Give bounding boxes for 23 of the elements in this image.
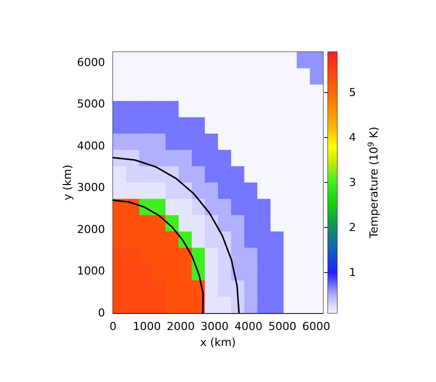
line-series — [112, 200, 204, 314]
color-bar-label: 5 — [349, 86, 356, 99]
y-tick-label: 0 — [98, 306, 105, 320]
x-tick-label: 4000 — [234, 320, 262, 333]
y-tick-label: 4000 — [77, 139, 105, 152]
y-tick-label: 2000 — [77, 222, 105, 236]
x-tick-label: 1000 — [132, 320, 161, 333]
x-axis-title: x (km) — [200, 336, 236, 349]
y-axis-title: y (km) — [61, 164, 74, 200]
x-tick-label: 5000 — [268, 320, 296, 333]
x-tick-label: 6000 — [302, 320, 330, 333]
color-bar-label: 3 — [349, 176, 356, 189]
y-tick-label: 3000 — [77, 181, 105, 194]
y-tick-label: 6000 — [77, 56, 105, 69]
y-tick-label: 1000 — [77, 264, 105, 278]
y-tick-label: 5000 — [77, 98, 105, 111]
color-bar-label: 4 — [349, 131, 356, 144]
x-tick-label: 2000 — [166, 320, 195, 333]
x-tick-label: 3000 — [200, 320, 229, 333]
color-bar-label: 1 — [349, 266, 356, 279]
color-bar-title: Temperature (109 K) — [366, 126, 380, 240]
color-bar-label: 2 — [349, 221, 356, 234]
x-tick-label: 0 — [110, 320, 116, 333]
